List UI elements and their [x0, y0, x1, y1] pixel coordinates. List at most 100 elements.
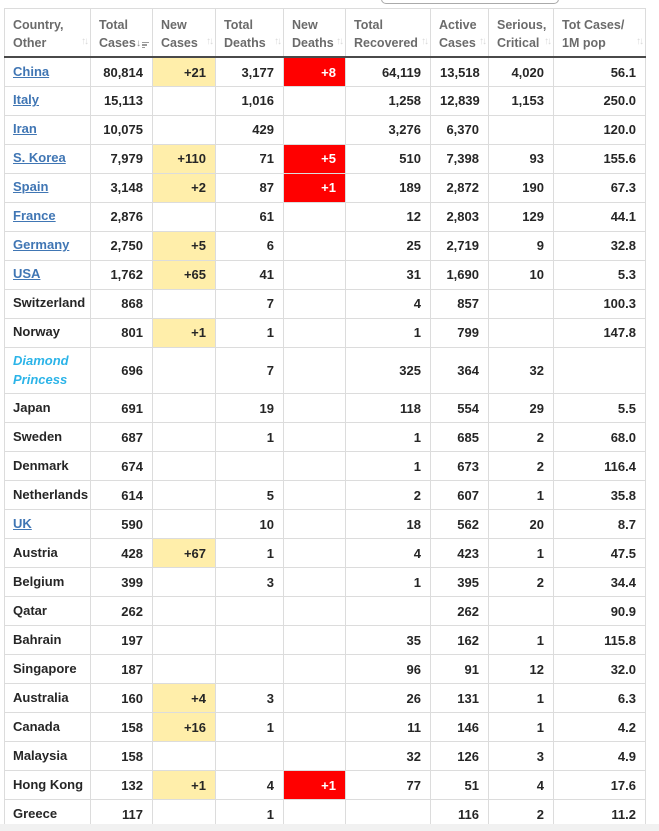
cell-new-cases [152, 393, 216, 424]
cell-cases-per-1m [553, 346, 646, 395]
cell-active-cases: 685 [430, 422, 489, 453]
table-row: Japan 691 19 118 554 29 5.5 [4, 393, 646, 424]
cell-country: Italy [4, 85, 91, 116]
country-name: Netherlands [13, 487, 89, 503]
country-link[interactable]: UK [13, 516, 32, 532]
sort-both-icon: ↑↓ [336, 35, 344, 47]
country-name: Singapore [13, 661, 77, 677]
cell-new-deaths [283, 480, 346, 511]
country-link[interactable]: S. Korea [13, 150, 66, 166]
country-link[interactable]: Italy [13, 92, 40, 108]
cell-total-recovered: 2 [345, 480, 431, 511]
cell-serious-critical [488, 317, 554, 348]
cell-total-deaths: 61 [215, 201, 284, 232]
cell-new-deaths [283, 596, 346, 627]
cell-total-recovered: 18 [345, 509, 431, 540]
cell-cases-per-1m: 17.6 [553, 770, 646, 801]
cell-total-recovered: 12 [345, 201, 431, 232]
cell-total-deaths [215, 451, 284, 482]
cell-total-recovered: 325 [345, 346, 431, 395]
column-label: Active Cases [439, 18, 477, 51]
cell-total-deaths [215, 596, 284, 627]
table-header: Country, Other ↑↓ Total Cases ↓ New Cases ↑↓ Tota… [4, 8, 646, 59]
country-name: Sweden [13, 429, 63, 445]
cell-total-cases: 428 [90, 538, 153, 569]
cell-active-cases: 91 [430, 654, 489, 685]
cell-new-deaths [283, 393, 346, 424]
column-header-new_cases[interactable]: New Cases ↑↓ [152, 8, 216, 59]
column-header-total_recovered[interactable]: Total Recovered ↑↓ [345, 8, 431, 59]
sort-both-icon: ↑↓ [421, 35, 429, 47]
cell-country: Spain [4, 172, 91, 203]
cell-total-cases: 7,979 [90, 143, 153, 174]
cell-total-deaths: 3 [215, 567, 284, 598]
sort-both-icon: ↑↓ [81, 35, 89, 47]
cell-total-recovered: 1,258 [345, 85, 431, 116]
table-row: Singapore 187 96 91 12 32.0 [4, 654, 646, 685]
cell-new-cases: +21 [152, 56, 216, 87]
cell-new-deaths [283, 741, 346, 772]
cell-new-deaths [283, 625, 346, 656]
cell-country: S. Korea [4, 143, 91, 174]
cell-active-cases: 262 [430, 596, 489, 627]
cell-new-cases: +4 [152, 683, 216, 714]
cell-total-recovered: 96 [345, 654, 431, 685]
cell-serious-critical: 1 [488, 480, 554, 511]
cell-country: Switzerland [4, 288, 91, 319]
country-link[interactable]: France [13, 208, 56, 224]
cell-cases-per-1m: 32.8 [553, 230, 646, 261]
cell-new-deaths: +5 [283, 143, 346, 174]
cell-active-cases: 146 [430, 712, 489, 743]
cell-active-cases: 13,518 [430, 56, 489, 87]
cell-country: Japan [4, 393, 91, 424]
column-header-new_deaths[interactable]: New Deaths ↑↓ [283, 8, 346, 59]
cell-active-cases: 7,398 [430, 143, 489, 174]
cell-country: Belgium [4, 567, 91, 598]
cell-country: Norway [4, 317, 91, 348]
cell-cases-per-1m: 56.1 [553, 56, 646, 87]
cell-active-cases: 1,690 [430, 259, 489, 290]
cell-new-deaths [283, 683, 346, 714]
search-input[interactable] [381, 0, 559, 4]
cell-new-cases [152, 625, 216, 656]
cell-total-deaths: 6 [215, 230, 284, 261]
cell-total-recovered [345, 596, 431, 627]
country-link[interactable]: Spain [13, 179, 49, 195]
cell-country: Hong Kong [4, 770, 91, 801]
cell-cases-per-1m: 250.0 [553, 85, 646, 116]
country-link[interactable]: USA [13, 266, 41, 282]
country-link[interactable]: Iran [13, 121, 37, 137]
cell-active-cases: 6,370 [430, 114, 489, 145]
table-row: Bahrain 197 35 162 1 115.8 [4, 625, 646, 656]
cell-cases-per-1m: 67.3 [553, 172, 646, 203]
cell-new-cases [152, 480, 216, 511]
column-header-cases_per_1m[interactable]: Tot Cases/1M pop ↑↓ [553, 8, 646, 59]
cell-active-cases: 395 [430, 567, 489, 598]
country-name: Switzerland [13, 295, 86, 311]
country-link[interactable]: China [13, 63, 50, 79]
column-label: New Cases [161, 18, 198, 51]
cell-serious-critical: 4 [488, 770, 554, 801]
column-header-serious_critical[interactable]: Serious, Critical ↑↓ [488, 8, 554, 59]
cell-country: Netherlands [4, 480, 91, 511]
sort-both-icon: ↑↓ [479, 35, 487, 47]
cell-new-deaths [283, 317, 346, 348]
cell-total-deaths: 429 [215, 114, 284, 145]
column-header-total_cases[interactable]: Total Cases ↓ [90, 8, 153, 59]
column-header-active_cases[interactable]: Active Cases ↑↓ [430, 8, 489, 59]
country-name-special[interactable]: Diamond Princess [13, 352, 69, 387]
country-link[interactable]: Germany [13, 237, 70, 253]
cell-cases-per-1m: 155.6 [553, 143, 646, 174]
country-name: Norway [13, 324, 60, 340]
cell-cases-per-1m: 115.8 [553, 625, 646, 656]
cell-new-deaths [283, 451, 346, 482]
cell-new-cases: +1 [152, 770, 216, 801]
cell-total-recovered: 35 [345, 625, 431, 656]
table-row: China 80,814 +21 3,177 +8 64,119 13,518 4,020 56… [4, 56, 646, 87]
column-header-country[interactable]: Country, Other ↑↓ [4, 8, 91, 59]
cell-cases-per-1m: 4.2 [553, 712, 646, 743]
column-header-total_deaths[interactable]: Total Deaths ↑↓ [215, 8, 284, 59]
cell-total-recovered: 4 [345, 538, 431, 569]
cell-country: Australia [4, 683, 91, 714]
table-body: China 80,814 +21 3,177 +8 64,119 13,518 4,020 56… [4, 56, 646, 830]
